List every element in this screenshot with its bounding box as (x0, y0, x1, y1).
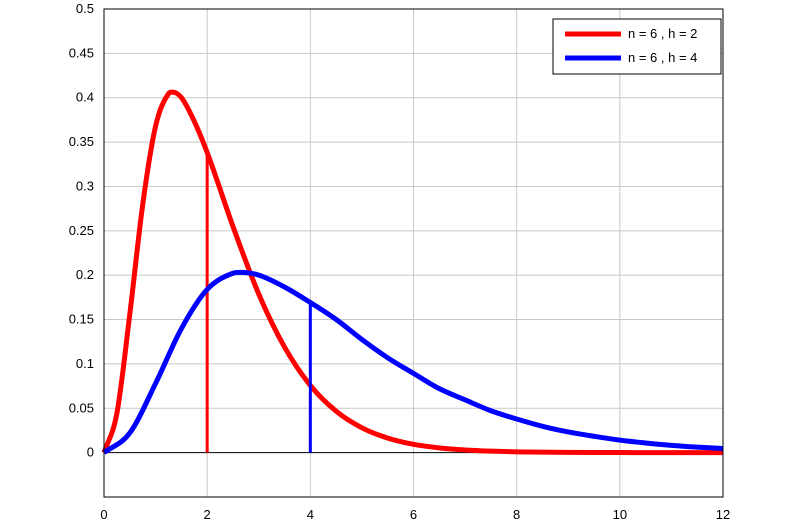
legend-box (552, 18, 722, 75)
x-tick-label: 12 (716, 507, 730, 522)
x-tick-label: 6 (410, 507, 417, 522)
y-axis-ticks: 0 0.05 0.1 0.15 0.2 0.25 0.3 0.35 0.4 0.45 0.5 (69, 1, 94, 460)
y-tick-label: 0 (87, 445, 94, 460)
x-tick-label: 8 (513, 507, 520, 522)
y-tick-label: 0.5 (76, 1, 94, 16)
y-tick-label: 0.1 (76, 356, 94, 371)
y-tick-label: 0.3 (76, 178, 94, 193)
legend-label-2: n = 6 , h = 4 (628, 50, 697, 65)
x-tick-label: 0 (100, 507, 107, 522)
x-axis-ticks: 0 2 4 6 8 10 12 (100, 507, 730, 522)
x-tick-label: 2 (204, 507, 211, 522)
y-tick-label: 0.05 (69, 400, 94, 415)
series-lines (101, 89, 724, 456)
y-tick-label: 0.15 (69, 312, 94, 327)
series-line-1 (101, 89, 723, 456)
plot-frame (103, 8, 724, 498)
x-tick-label: 4 (307, 507, 314, 522)
x-tick-label: 10 (613, 507, 627, 522)
legend-label-1: n = 6 , h = 2 (628, 26, 697, 41)
y-tick-label: 0.2 (76, 267, 94, 282)
legend: n = 6 , h = 2 n = 6 , h = 4 (552, 18, 722, 75)
series-line-2 (102, 269, 724, 455)
y-tick-label: 0.45 (69, 45, 94, 60)
grid-lines (104, 9, 723, 497)
y-tick-label: 0.4 (76, 90, 94, 105)
y-tick-label: 0.35 (69, 134, 94, 149)
y-tick-label: 0.25 (69, 223, 94, 238)
